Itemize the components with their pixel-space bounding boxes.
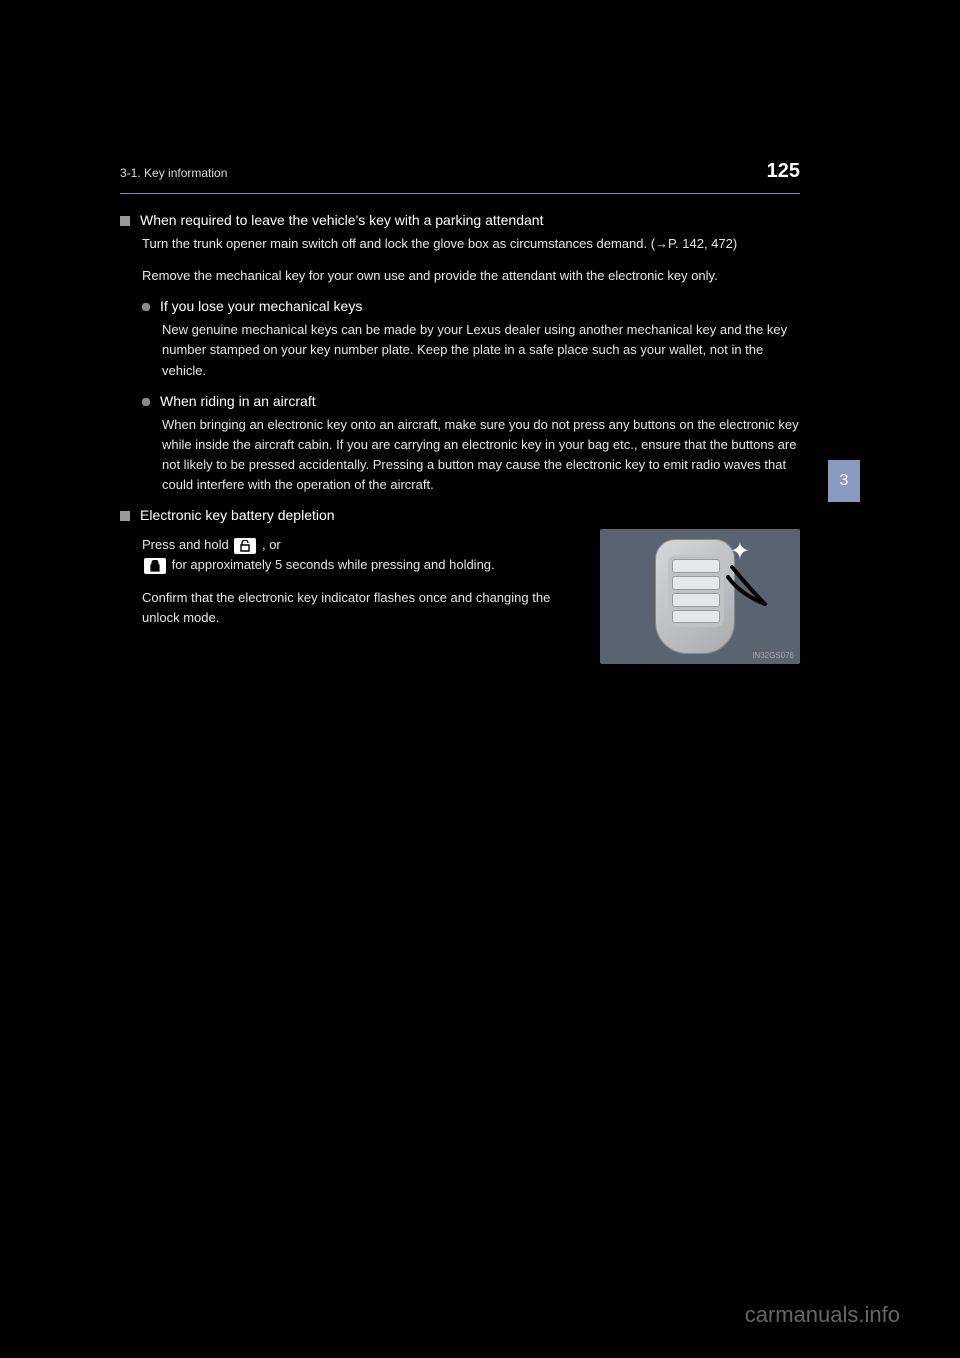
right-column: ✦ IN32GS076 [600,529,800,664]
lock-icon [144,558,166,574]
header-rule [120,193,800,194]
two-column-layout: Press and hold , or for approximately 5 … [142,529,800,664]
sub-item: If you lose your mechanical keys [142,298,800,314]
header-section: 3-1. Key information [120,166,227,180]
text: for approximately 5 seconds while pressi… [172,557,495,572]
watermark: carmanuals.info [745,1302,900,1328]
image-id: IN32GS076 [752,651,794,660]
left-column: Press and hold , or for approximately 5 … [142,529,582,664]
round-bullet-icon [142,303,150,311]
fob-button [672,576,720,590]
sub-heading: If you lose your mechanical keys [160,298,362,314]
indicator-arrow-icon [720,559,770,609]
page-number: 125 [767,160,800,183]
page-header: 3-1. Key information 125 [120,160,800,183]
paragraph: Confirm that the electronic key indicato… [142,588,582,628]
heading-text: Electronic key battery depletion [140,507,335,523]
round-bullet-icon [142,398,150,406]
heading-text: When required to leave the vehicle's key… [140,212,543,228]
square-bullet-icon [120,216,130,226]
paragraph: When bringing an electronic key onto an … [162,415,800,496]
chapter-number: 3 [840,472,849,490]
paragraph: Press and hold , or for approximately 5 … [142,535,582,575]
paragraph: Turn the trunk opener main switch off an… [142,234,800,254]
text: , or [262,537,281,552]
key-fob-illustration: ✦ IN32GS076 [600,529,800,664]
sub-heading: When riding in an aircraft [160,393,316,409]
fob-button [672,593,720,607]
paragraph: New genuine mechanical keys can be made … [162,320,800,380]
sub-item: When riding in an aircraft [142,393,800,409]
chapter-tab: 3 [828,460,860,502]
fob-button-panel [668,555,724,627]
unlock-icon [234,538,256,554]
square-bullet-icon [120,511,130,521]
fob-button [672,610,720,624]
text: Press and hold [142,537,232,552]
heading-item: When required to leave the vehicle's key… [120,212,800,228]
page-content: 3-1. Key information 125 3 When required… [120,160,800,664]
heading-item: Electronic key battery depletion [120,507,800,523]
paragraph: Remove the mechanical key for your own u… [142,266,800,286]
fob-button [672,559,720,573]
